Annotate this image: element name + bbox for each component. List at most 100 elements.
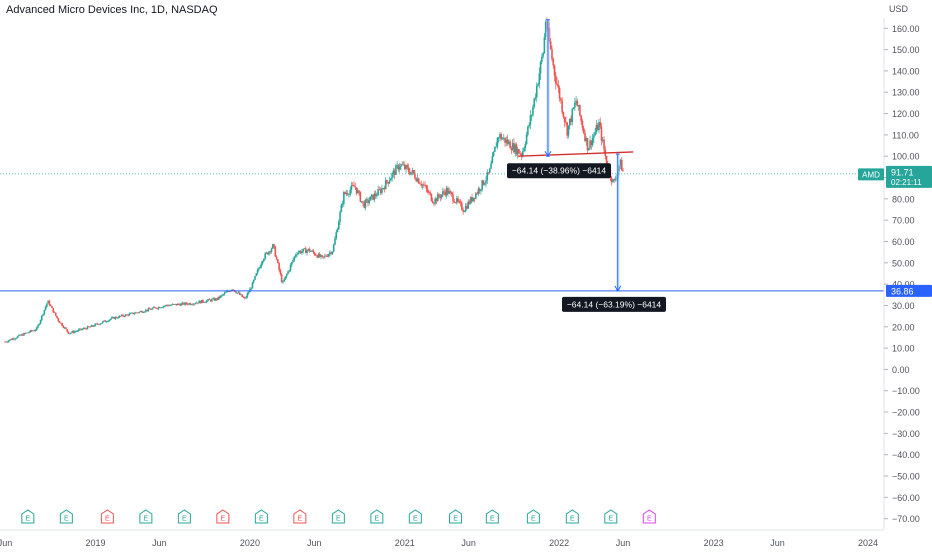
candle-up-body bbox=[530, 115, 533, 116]
candle-down-body bbox=[386, 180, 388, 183]
candle-up-body bbox=[525, 134, 528, 144]
candle-up-body bbox=[70, 332, 72, 334]
earnings-marker[interactable] bbox=[293, 509, 307, 524]
candle-down-body bbox=[178, 303, 180, 305]
candle-down-body bbox=[209, 299, 212, 302]
candle-down-body bbox=[84, 328, 86, 329]
candle-up-body bbox=[32, 330, 34, 332]
candle-up-body bbox=[255, 273, 258, 277]
candle-up-body bbox=[591, 137, 594, 146]
earnings-marker[interactable] bbox=[485, 509, 499, 524]
measure-label-bg bbox=[562, 296, 666, 312]
earnings-marker[interactable] bbox=[565, 509, 579, 524]
earnings-marker[interactable] bbox=[642, 509, 656, 524]
earnings-marker[interactable] bbox=[59, 509, 73, 524]
candle-down-body bbox=[393, 170, 396, 175]
earnings-marker[interactable] bbox=[139, 509, 153, 524]
price-tick-label: −70.00 bbox=[892, 514, 920, 524]
candle-up-body bbox=[46, 303, 48, 307]
candle-up-body bbox=[501, 138, 504, 140]
candle-up-body bbox=[436, 194, 439, 202]
earnings-marker[interactable] bbox=[449, 509, 463, 524]
candle-up-body bbox=[288, 270, 291, 272]
earnings-marker[interactable] bbox=[526, 509, 540, 524]
candle-up-body bbox=[571, 108, 574, 123]
candle-down-body bbox=[603, 139, 605, 150]
candle-down-body bbox=[148, 308, 151, 310]
candle-up-body bbox=[345, 193, 348, 194]
candle-down-body bbox=[383, 187, 386, 190]
time-tick-label: Jun bbox=[152, 538, 167, 548]
candle-down-body bbox=[344, 192, 346, 194]
trendline[interactable] bbox=[517, 151, 634, 157]
candle-down-body bbox=[605, 155, 608, 165]
candle-down-body bbox=[425, 185, 428, 189]
candle-down-body bbox=[351, 185, 354, 187]
candle-down-body bbox=[321, 255, 324, 257]
candle-down-body bbox=[326, 256, 329, 258]
candle-up-body bbox=[464, 205, 467, 212]
candle-up-body bbox=[349, 189, 351, 195]
candle-up-body bbox=[505, 139, 508, 143]
measure-label-bg bbox=[507, 163, 611, 179]
candle-down-body bbox=[27, 332, 29, 334]
candle-up-body bbox=[222, 294, 225, 296]
candle-down-body bbox=[126, 314, 128, 316]
candle-down-body bbox=[610, 177, 613, 183]
earnings-marker[interactable] bbox=[604, 509, 618, 524]
earnings-marker-label: E bbox=[221, 516, 226, 523]
price-axis[interactable]: 160.00 150.00 140.00 130.00 120.00 110.00 100.… bbox=[858, 18, 932, 530]
candle-up-body bbox=[311, 250, 313, 252]
price-tick-label: −10.00 bbox=[892, 386, 920, 396]
earnings-marker[interactable] bbox=[408, 509, 422, 524]
candle-down-body bbox=[397, 164, 400, 170]
earnings-marker[interactable] bbox=[216, 509, 230, 524]
earnings-marker-label: E bbox=[259, 516, 264, 523]
candle-down-body bbox=[453, 201, 456, 203]
candle-down-body bbox=[156, 308, 159, 310]
earnings-marker[interactable] bbox=[100, 509, 114, 524]
candle-down-body bbox=[466, 205, 468, 209]
candle-down-body bbox=[60, 322, 62, 324]
price-tick-label: −20.00 bbox=[892, 408, 920, 418]
candle-up-body bbox=[523, 147, 525, 152]
candle-up-body bbox=[120, 314, 123, 317]
candle-up-body bbox=[376, 195, 378, 197]
candle-down-body bbox=[403, 164, 406, 170]
candle-up-body bbox=[467, 201, 470, 209]
candle-down-body bbox=[562, 112, 565, 118]
candle-up-body bbox=[190, 304, 193, 306]
price-tick-label: 10.00 bbox=[892, 344, 915, 354]
time-axis[interactable]: Jun 2019 Jun 2020 Jun 2021 Jun 2022 Jun 2023 Jun 20… bbox=[0, 529, 884, 548]
earnings-marker[interactable] bbox=[331, 509, 345, 524]
drawings[interactable]: −64.14 (−38.96%) −6414 −64.14 (−63.19%) −… bbox=[0, 19, 884, 312]
price-tick-label: 0.00 bbox=[892, 365, 910, 375]
candle-down-body bbox=[431, 200, 434, 204]
candle-down-body bbox=[213, 298, 216, 301]
candle-up-body bbox=[357, 190, 359, 194]
candle-down-body bbox=[85, 328, 88, 330]
candle-up-body bbox=[260, 263, 263, 267]
candle-up-body bbox=[265, 252, 268, 254]
candle-up-body bbox=[35, 327, 38, 331]
candle-up-body bbox=[180, 303, 183, 306]
candle-up-body bbox=[490, 163, 492, 169]
candle-up-body bbox=[577, 105, 580, 107]
candle-down-body bbox=[316, 255, 319, 258]
candle-up-body bbox=[181, 302, 184, 304]
price-tick-label: 30.00 bbox=[892, 301, 915, 311]
earnings-marker[interactable] bbox=[370, 509, 384, 524]
candle-up-body bbox=[263, 258, 265, 261]
earnings-marker[interactable] bbox=[21, 509, 35, 524]
candle-down-body bbox=[429, 192, 431, 194]
candle-down-body bbox=[203, 302, 206, 303]
earnings-marker[interactable] bbox=[177, 509, 191, 524]
earnings-marker[interactable] bbox=[254, 509, 268, 524]
earnings-marker-label: E bbox=[336, 516, 341, 523]
symbol-tag: AMD bbox=[862, 170, 880, 179]
candle-up-body bbox=[171, 304, 174, 305]
earnings-marker-label: E bbox=[608, 516, 613, 523]
